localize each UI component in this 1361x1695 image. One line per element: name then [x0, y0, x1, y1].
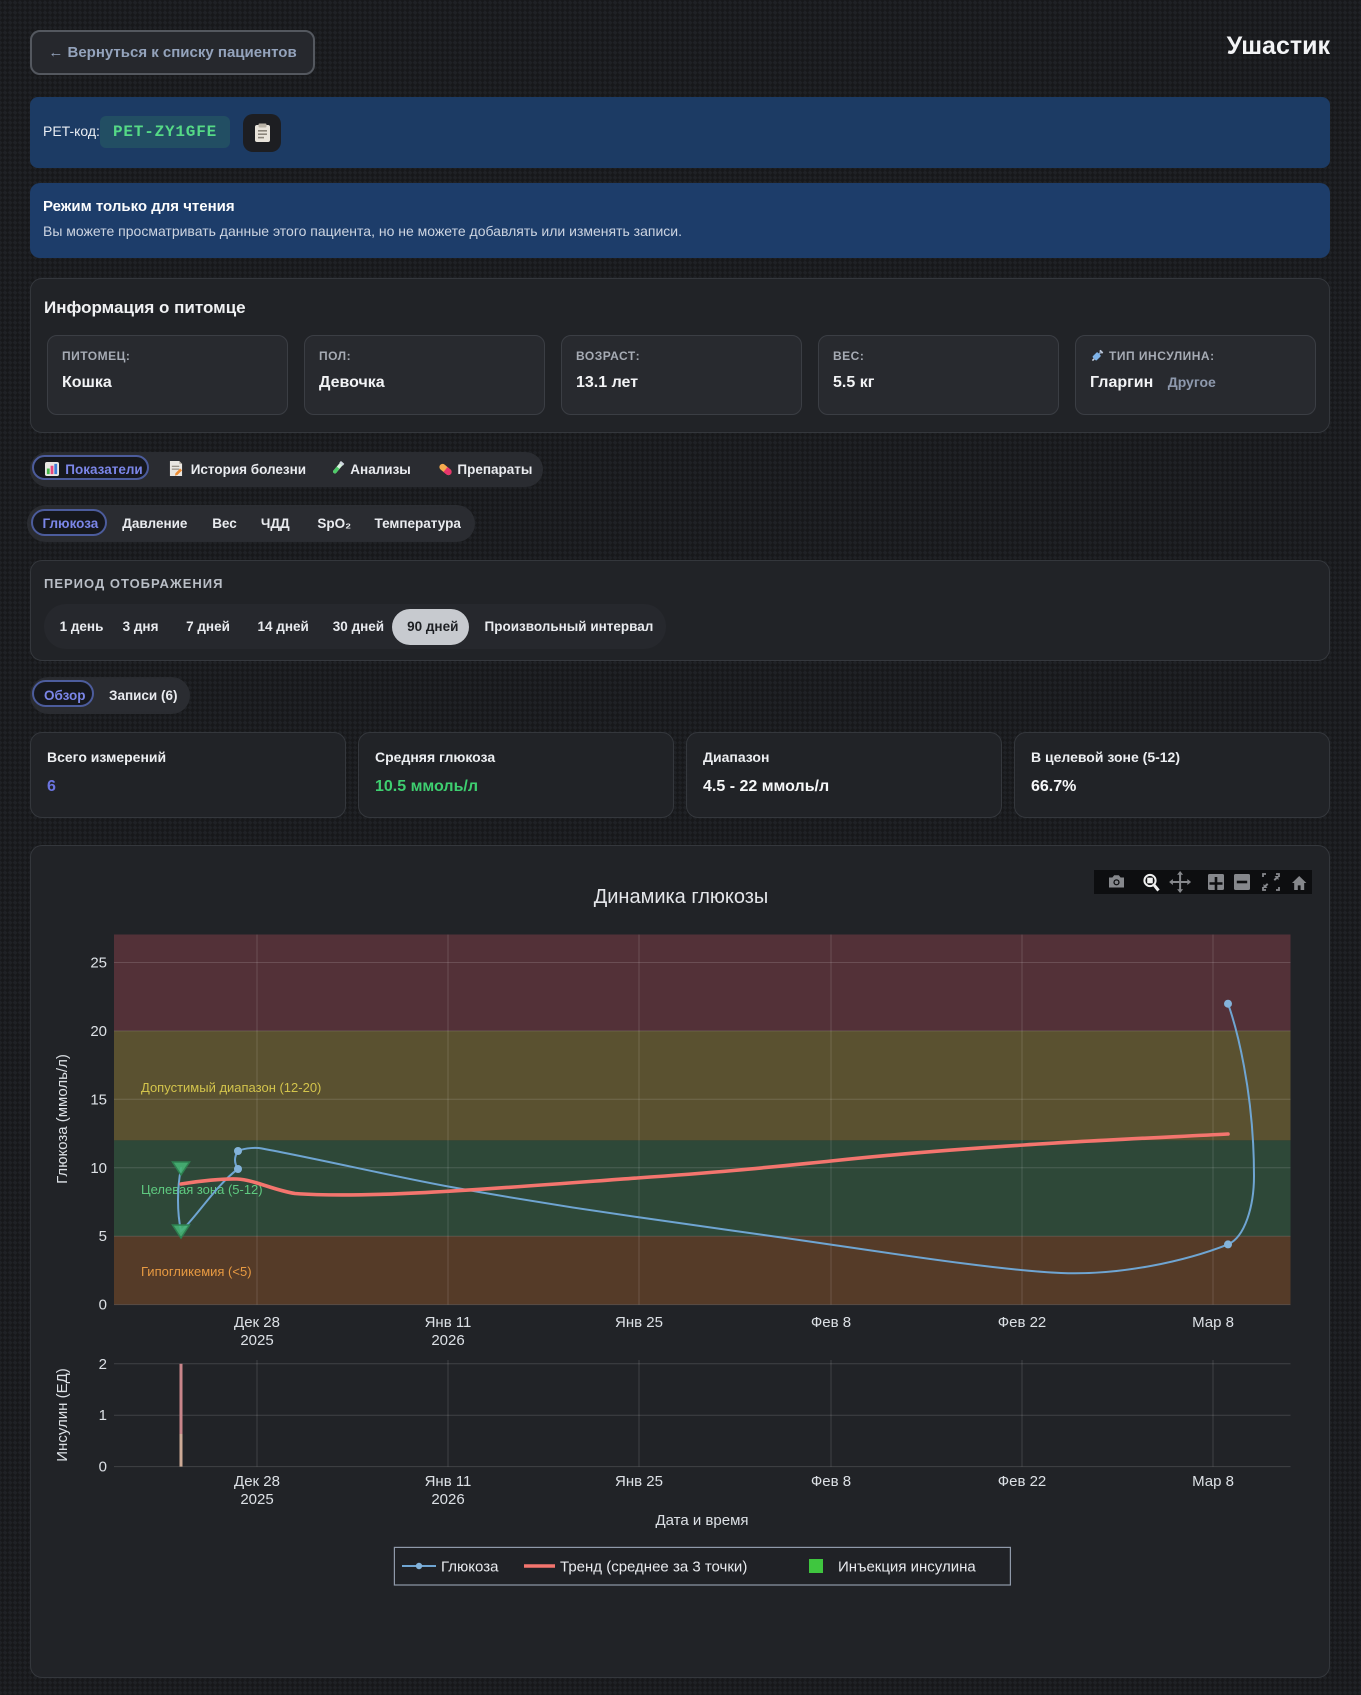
- svg-text:Мар 8: Мар 8: [1192, 1473, 1234, 1490]
- svg-text:15: 15: [90, 1091, 107, 1108]
- svg-text:5: 5: [99, 1228, 107, 1245]
- svg-text:Янв 25: Янв 25: [615, 1314, 663, 1331]
- svg-text:Янв 11: Янв 11: [425, 1314, 472, 1331]
- svg-text:2025: 2025: [240, 1332, 273, 1349]
- svg-text:2026: 2026: [431, 1491, 464, 1508]
- svg-text:Дек 28: Дек 28: [234, 1473, 280, 1490]
- svg-text:Динамика глюкозы: Динамика глюкозы: [594, 886, 769, 908]
- svg-text:2026: 2026: [431, 1332, 464, 1349]
- svg-text:Глюкоза (ммоль/л): Глюкоза (ммоль/л): [54, 1054, 71, 1184]
- svg-text:2025: 2025: [240, 1491, 273, 1508]
- svg-text:Тренд (среднее за 3 точки): Тренд (среднее за 3 точки): [560, 1559, 747, 1576]
- svg-text:Фев 8: Фев 8: [811, 1314, 851, 1331]
- svg-text:Янв 25: Янв 25: [615, 1473, 663, 1490]
- svg-text:Фев 22: Фев 22: [998, 1473, 1047, 1490]
- svg-text:0: 0: [99, 1297, 107, 1314]
- svg-text:Янв 11: Янв 11: [425, 1473, 472, 1490]
- svg-text:Целевая зона (5-12): Целевая зона (5-12): [141, 1182, 263, 1197]
- svg-text:25: 25: [90, 955, 107, 972]
- svg-text:Инъекция инсулина: Инъекция инсулина: [838, 1559, 976, 1576]
- svg-text:20: 20: [90, 1023, 107, 1040]
- svg-text:Гипогликемия (<5): Гипогликемия (<5): [141, 1264, 252, 1279]
- svg-text:Инсулин (ЕД): Инсулин (ЕД): [54, 1368, 71, 1461]
- svg-text:1: 1: [99, 1407, 107, 1424]
- svg-text:Фев 8: Фев 8: [811, 1473, 851, 1490]
- svg-text:Мар 8: Мар 8: [1192, 1314, 1234, 1331]
- svg-text:Дек 28: Дек 28: [234, 1314, 280, 1331]
- svg-text:Дата и время: Дата и время: [655, 1512, 748, 1529]
- svg-text:Допустимый диапазон (12-20): Допустимый диапазон (12-20): [141, 1080, 321, 1095]
- svg-text:Глюкоза: Глюкоза: [441, 1559, 499, 1576]
- svg-text:Фев 22: Фев 22: [998, 1314, 1047, 1331]
- svg-text:2: 2: [99, 1356, 107, 1373]
- svg-text:10: 10: [90, 1160, 107, 1177]
- svg-text:0: 0: [99, 1459, 107, 1476]
